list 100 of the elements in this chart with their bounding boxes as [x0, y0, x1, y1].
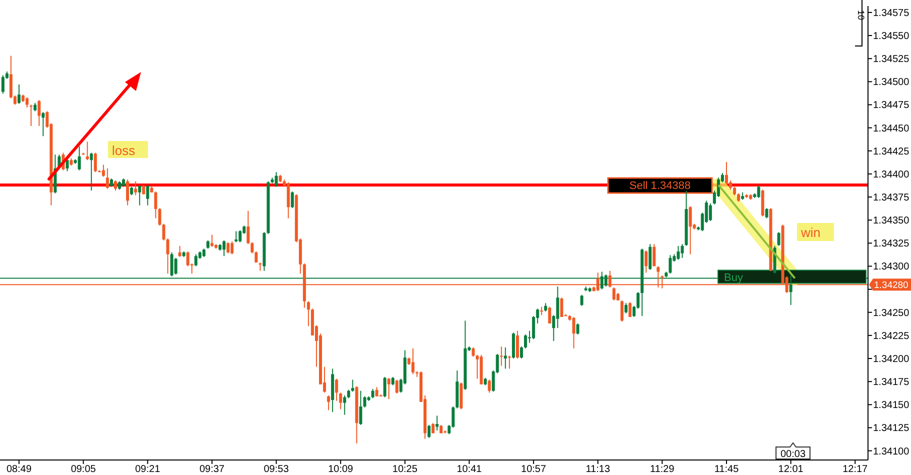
y-tick-label: 1.34575	[873, 8, 910, 19]
candlestick	[548, 306, 552, 324]
candlestick	[343, 394, 346, 416]
candlestick	[504, 346, 507, 370]
x-tick-label: 11:13	[586, 464, 610, 475]
candlestick	[154, 190, 158, 219]
x-tick-label: 12:17	[842, 464, 868, 475]
x-tick-label: 10:41	[456, 464, 482, 475]
y-tick-label: 1.34350	[873, 216, 910, 227]
y-tick-label: 1.34500	[873, 77, 910, 88]
candlestick	[375, 386, 378, 397]
candlestick	[676, 245, 680, 260]
x-tick-label: 10:57	[521, 464, 546, 475]
price-tag: Buy	[718, 270, 866, 284]
candlestick	[94, 152, 97, 173]
candlestick	[146, 184, 150, 206]
candlestick	[680, 244, 684, 258]
x-tick-label: 08:49	[6, 464, 32, 475]
candlestick	[174, 257, 178, 276]
x-tick-label: 10:25	[392, 464, 418, 475]
candlestick	[26, 96, 29, 108]
y-tick-label: 1.34225	[873, 330, 910, 342]
candlestick	[234, 230, 238, 243]
candlestick	[210, 234, 214, 248]
y-tick-label: 1.34175	[873, 377, 910, 388]
candlestick	[222, 240, 226, 257]
candlestick	[620, 300, 624, 322]
price-tag: Sell 1.34388	[607, 177, 713, 194]
candlestick	[1, 74, 4, 94]
candlestick	[246, 210, 250, 245]
candlestick	[230, 240, 234, 255]
candlestick	[520, 346, 523, 359]
candlestick	[560, 297, 564, 318]
candlestick	[777, 232, 780, 246]
candlestick	[688, 206, 692, 255]
y-tick-label: 1.34525	[873, 54, 910, 66]
candlestick	[512, 332, 515, 359]
candlestick	[178, 245, 182, 258]
candlestick	[371, 388, 374, 399]
candlestick	[158, 208, 162, 226]
candlestick	[363, 396, 366, 408]
candlestick	[126, 178, 130, 206]
y-tick-label: 1.34450	[873, 123, 910, 134]
candlestick	[339, 392, 342, 410]
candlestick	[30, 104, 33, 126]
y-tick-label: 1.34425	[873, 146, 910, 158]
candlestick	[612, 286, 616, 301]
candlestick	[274, 172, 278, 188]
candlestick	[351, 379, 354, 392]
candlestick	[166, 238, 170, 274]
ref-line-label: Sell 1.34388	[629, 180, 691, 192]
candlestick	[668, 254, 672, 274]
y-tick-label: 1.34475	[873, 100, 910, 112]
candlestick	[472, 346, 475, 358]
candlestick	[359, 390, 362, 426]
candlestick	[580, 294, 584, 306]
candlestick	[290, 190, 294, 209]
candlestick	[724, 161, 728, 185]
candlestick	[411, 348, 414, 375]
candlestick	[238, 230, 242, 243]
candlestick	[387, 377, 390, 400]
candlestick	[90, 152, 93, 192]
candlestick	[286, 182, 290, 219]
candlestick	[644, 250, 648, 274]
candlestick	[765, 208, 768, 219]
x-tick-label: 09:21	[135, 464, 161, 475]
x-tick-label: 09:53	[264, 464, 290, 475]
y-tick-label: 1.34400	[873, 169, 910, 180]
candlestick	[648, 244, 652, 270]
ref-line-label: Buy	[724, 272, 744, 284]
x-tick-label: 12:01	[778, 464, 804, 475]
x-tick-label: 11:29	[650, 464, 675, 475]
y-tick-label: 1.34325	[873, 238, 910, 250]
candlestick	[194, 254, 198, 267]
candlestick	[226, 242, 230, 254]
candlestick	[138, 184, 142, 206]
candlestick	[572, 316, 576, 349]
y-tick-label: 1.34125	[873, 423, 910, 434]
candlestick	[624, 302, 628, 314]
candlestick	[106, 168, 109, 190]
candlestick	[114, 180, 118, 192]
candlestick	[78, 146, 81, 171]
candlestick	[86, 141, 89, 161]
candlestick	[757, 185, 760, 198]
x-tick-label: 10:09	[328, 464, 354, 475]
x-tick-label: 09:37	[199, 464, 225, 475]
candlestick	[428, 424, 431, 438]
y-tick-label: 1.34300	[873, 262, 910, 273]
candlestick	[38, 100, 41, 126]
annotation: 00:03	[780, 449, 806, 460]
candlestick	[250, 242, 254, 254]
y-tick-label: 1.34150	[873, 400, 910, 412]
candlestick	[708, 202, 712, 222]
annotation: win	[800, 225, 821, 240]
y-tick-label: 1.34200	[873, 354, 910, 365]
candlestick	[516, 330, 519, 359]
candlestick	[383, 376, 386, 398]
candlestick	[42, 112, 45, 137]
candlestick	[508, 355, 511, 370]
y-tick-label: 1.34100	[873, 446, 910, 458]
